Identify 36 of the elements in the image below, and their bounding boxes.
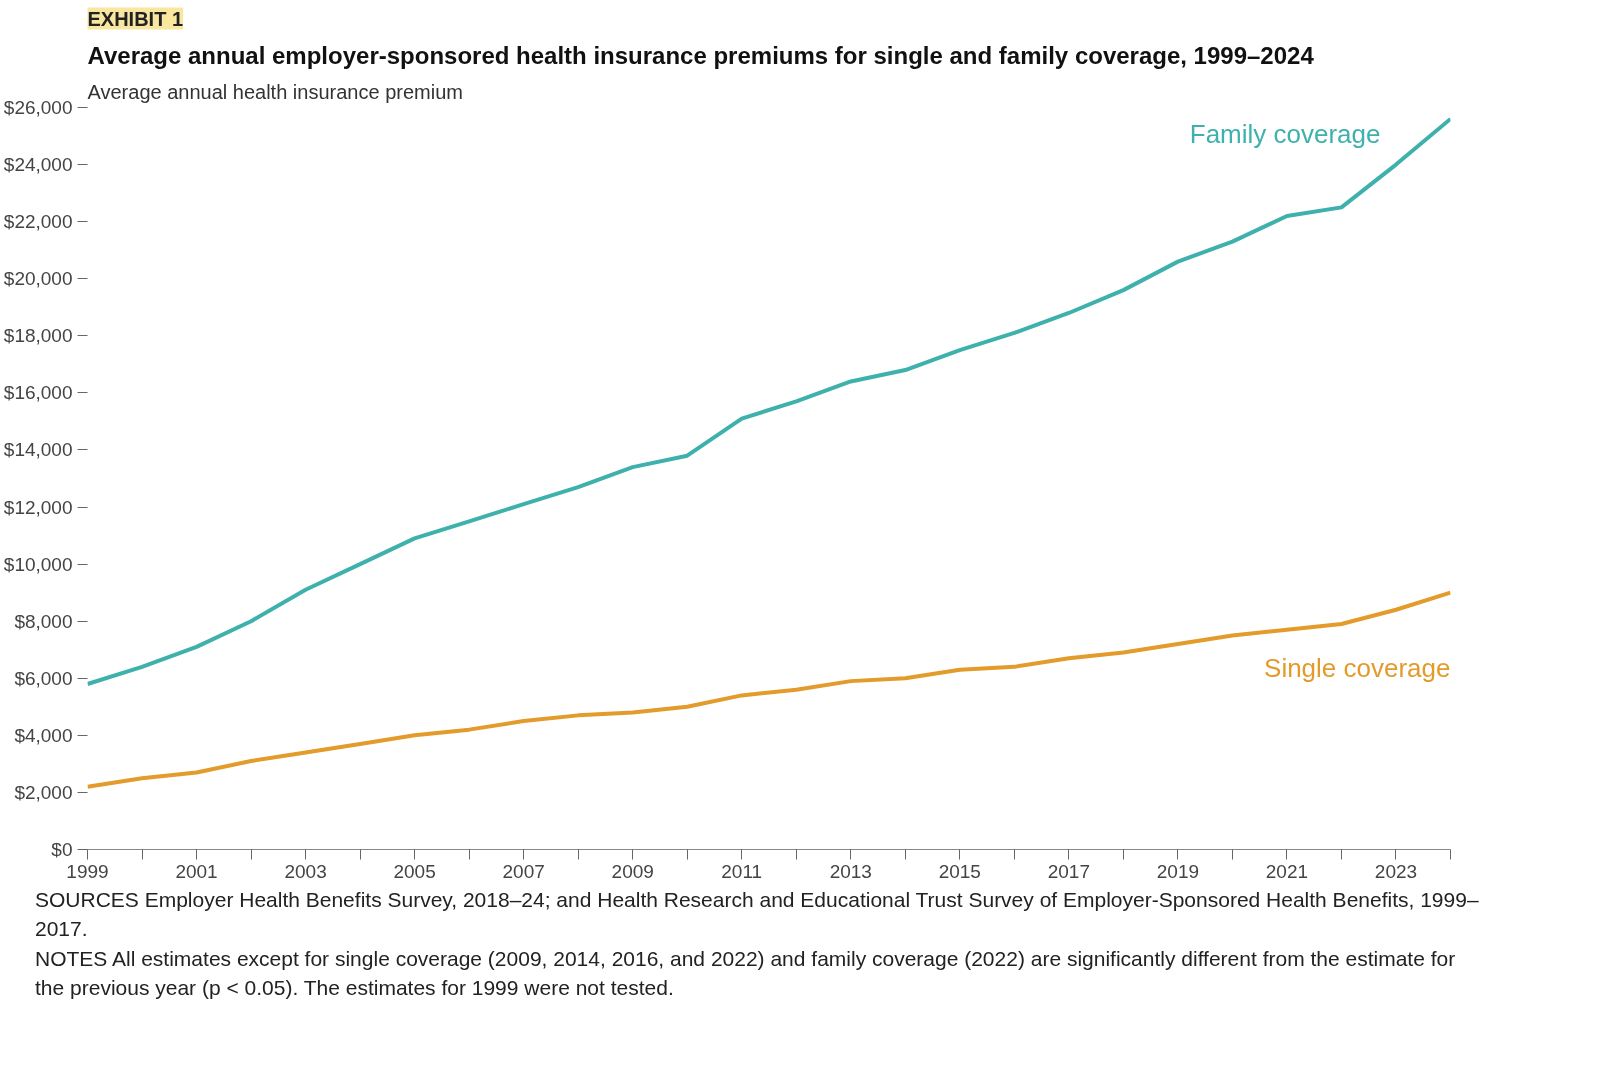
x-tick-label: 2021 [1265,860,1309,882]
x-tick-label: 2019 [1156,860,1200,882]
x-tick-label: 2023 [1374,860,1418,882]
x-tick-label: 2003 [284,860,327,882]
series-label: Single coverage [1264,652,1451,683]
y-tick-label: $24,000 [3,154,73,176]
y-tick-label: $22,000 [3,211,73,233]
y-tick-label: $26,000 [3,97,73,118]
y-tick-label: $16,000 [3,382,73,404]
source-note: SOURCES Employer Health Benefits Survey, 2018–24; and Health Research and Educational Trust Survey of Employer-Sponsored Health Benefits, 1999–2017. [35,888,1479,941]
y-axis-title: Average annual health insurance premium [87,80,463,103]
x-tick-label: 2005 [393,860,436,882]
y-tick-label: $4,000 [14,724,73,746]
y-tick-label: $20,000 [3,268,73,290]
x-tick-label: 1999 [66,860,109,882]
x-tick-label: 2007 [502,860,545,882]
y-tick-label: $0 [51,839,73,860]
y-tick-label: $10,000 [3,553,73,575]
line-series [87,116,1451,686]
x-tick-label: 2001 [175,860,218,882]
text: EXHIBIT 1 [87,7,184,30]
y-tick-label: $6,000 [14,667,73,689]
y-tick-label: $18,000 [3,325,73,347]
x-tick-label: 2013 [829,860,872,882]
series-label: Family coverage [1189,118,1381,149]
x-tick-label: 2017 [1047,860,1091,882]
chart-title: Average annual employer-sponsored health insurance premiums for single and family coverage, 1999–2024 [87,41,1315,69]
text: NOTES All estimates except for single coverage (2009, 2014, 2016, and 2022) and family coverage (2022) are significantly different from the estimate for the previous year (p < 0.05). The estimates for 1999 were not tested. [35,946,1456,1000]
y-tick-label: $14,000 [3,439,73,461]
line-series [87,590,1451,789]
x-tick-label: 2009 [611,860,654,882]
x-tick-label: 2015 [938,860,981,882]
y-tick-label: $12,000 [3,496,73,518]
y-tick-label: $2,000 [14,781,73,803]
x-tick-label: 2011 [721,860,763,882]
y-tick-label: $8,000 [14,610,73,632]
